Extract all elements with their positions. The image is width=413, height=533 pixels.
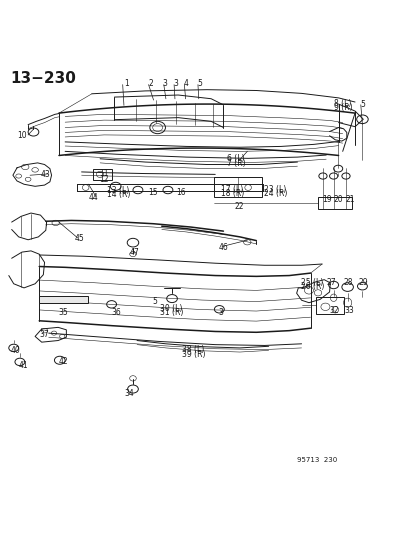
Text: 30 (L): 30 (L) [159,304,182,313]
Text: 33: 33 [344,306,354,315]
Text: 95713  230: 95713 230 [297,457,337,463]
Text: 5: 5 [152,297,157,306]
Text: 25 (L): 25 (L) [300,278,322,287]
Text: 5: 5 [359,100,364,109]
Text: 24 (R): 24 (R) [263,189,287,198]
Bar [214,177,261,197]
Text: 21: 21 [344,196,354,204]
Text: 3: 3 [173,79,178,88]
Text: 28: 28 [343,278,352,287]
Text: 43: 43 [40,171,50,179]
Text: 15: 15 [148,188,158,197]
Text: 39 (R): 39 (R) [182,350,205,359]
Text: 23 (L): 23 (L) [263,185,285,193]
Text: 17 (L): 17 (L) [221,185,243,193]
Text: 19: 19 [321,196,331,204]
Text: 16: 16 [176,188,185,197]
Text: 3: 3 [162,79,167,88]
Text: 18 (R): 18 (R) [221,189,244,198]
Text: 42: 42 [59,357,69,366]
Text: 29: 29 [358,278,367,287]
Text: 37: 37 [39,330,49,339]
Text: 1: 1 [123,79,128,88]
Text: 13−230: 13−230 [10,71,76,86]
Bar [93,168,112,180]
Text: 14 (R): 14 (R) [107,190,131,199]
Text: 45: 45 [74,235,84,244]
Text: 34: 34 [123,389,133,398]
Text: 2: 2 [148,79,152,88]
Text: 6 (L): 6 (L) [226,154,244,163]
Text: 40: 40 [10,346,20,356]
Text: 31 (R): 31 (R) [159,309,183,318]
Text: 8 (L): 8 (L) [334,99,351,108]
Text: 44: 44 [88,193,98,202]
Text: 5: 5 [197,79,202,88]
Text: 12: 12 [99,175,109,184]
Bar [315,296,343,314]
Text: 38 (L): 38 (L) [182,345,204,354]
Text: 7 (R): 7 (R) [226,159,245,168]
Text: 27: 27 [325,278,335,287]
Text: 47: 47 [130,248,140,256]
Text: 35: 35 [58,308,68,317]
Text: 11: 11 [99,169,109,178]
Bar [39,296,88,303]
Text: 10: 10 [17,131,26,140]
Text: 32: 32 [329,306,338,315]
Text: 46: 46 [218,243,228,252]
Text: 36: 36 [112,308,121,317]
Text: 41: 41 [19,361,28,370]
Text: 3: 3 [218,309,223,318]
Text: 20: 20 [333,196,342,204]
Text: 13 (L): 13 (L) [107,185,129,195]
Text: 9 (R): 9 (R) [334,103,352,112]
Text: 4: 4 [183,79,188,88]
Text: 26 (R): 26 (R) [300,282,323,291]
Bar [317,197,351,209]
Text: 22: 22 [235,203,244,212]
